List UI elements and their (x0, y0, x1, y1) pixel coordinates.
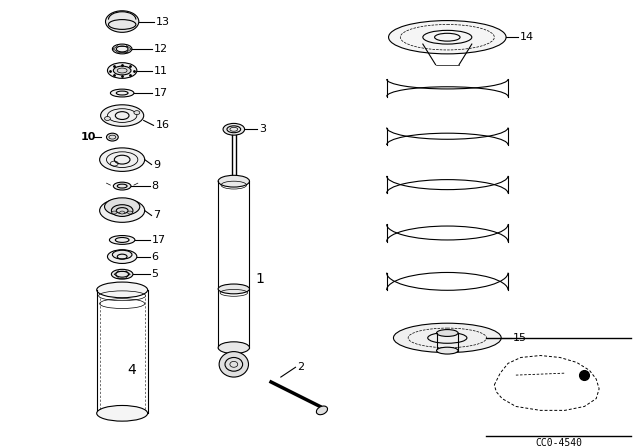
Ellipse shape (388, 21, 506, 54)
Ellipse shape (97, 282, 148, 298)
Ellipse shape (112, 211, 116, 214)
Text: 1: 1 (255, 272, 264, 286)
Ellipse shape (111, 205, 133, 216)
Ellipse shape (218, 342, 250, 353)
Ellipse shape (113, 182, 131, 190)
Ellipse shape (100, 148, 145, 172)
Ellipse shape (436, 330, 458, 336)
Ellipse shape (113, 250, 132, 259)
Text: 10: 10 (81, 132, 97, 142)
Ellipse shape (100, 105, 144, 126)
Text: 14: 14 (520, 32, 534, 42)
Ellipse shape (223, 123, 244, 135)
Ellipse shape (106, 11, 139, 32)
Ellipse shape (134, 111, 140, 115)
Ellipse shape (316, 406, 328, 415)
Text: 3: 3 (259, 124, 266, 134)
Ellipse shape (106, 133, 118, 141)
Ellipse shape (108, 20, 136, 30)
Text: 4: 4 (127, 363, 136, 377)
Text: 12: 12 (154, 44, 168, 54)
Ellipse shape (111, 89, 134, 97)
Ellipse shape (113, 66, 131, 75)
Ellipse shape (108, 63, 137, 78)
Text: CC0-4540: CC0-4540 (536, 438, 582, 448)
Text: 7: 7 (154, 211, 161, 220)
Ellipse shape (113, 44, 132, 54)
Ellipse shape (218, 284, 250, 294)
Text: 2: 2 (298, 362, 305, 372)
Text: 9: 9 (154, 159, 161, 169)
Ellipse shape (394, 323, 501, 353)
Text: 6: 6 (152, 252, 159, 262)
Text: 5: 5 (152, 269, 159, 279)
Text: 16: 16 (156, 121, 170, 130)
Text: 11: 11 (154, 65, 168, 76)
Text: 13: 13 (156, 17, 170, 26)
Ellipse shape (104, 116, 111, 121)
Ellipse shape (108, 250, 137, 263)
Ellipse shape (219, 352, 248, 377)
Ellipse shape (104, 198, 140, 215)
Text: 15: 15 (513, 333, 527, 343)
Ellipse shape (111, 269, 133, 279)
Ellipse shape (218, 175, 250, 187)
Text: 17: 17 (152, 235, 166, 245)
Ellipse shape (120, 211, 125, 214)
Ellipse shape (436, 347, 458, 354)
Ellipse shape (127, 211, 132, 214)
Ellipse shape (97, 405, 148, 421)
Text: 17: 17 (154, 88, 168, 98)
Ellipse shape (109, 236, 135, 244)
Text: 8: 8 (152, 181, 159, 191)
Ellipse shape (100, 199, 145, 222)
